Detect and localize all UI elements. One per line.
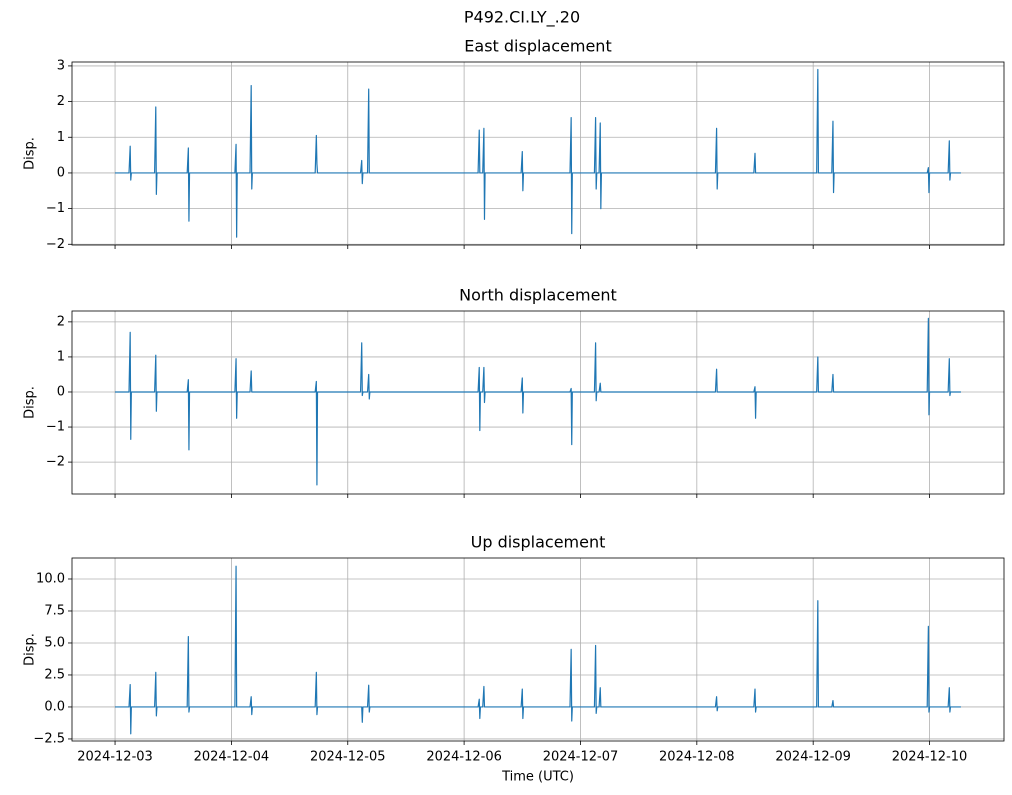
y-tick-label: −2.5 bbox=[33, 731, 65, 746]
x-tick-label: 2024-12-04 bbox=[194, 750, 270, 765]
y-axis-label: Disp. bbox=[23, 137, 38, 170]
y-tick-label: −1 bbox=[46, 420, 65, 435]
y-tick-label: 2.5 bbox=[44, 667, 65, 682]
y-axis-label: Disp. bbox=[23, 633, 38, 666]
x-tick-label: 2024-12-09 bbox=[775, 750, 851, 765]
data-line bbox=[115, 317, 961, 486]
plot-frame bbox=[71, 310, 1005, 495]
y-tick-label: 2 bbox=[57, 94, 65, 109]
subplot-title: East displacement bbox=[464, 37, 611, 56]
y-tick-label: 0 bbox=[57, 384, 65, 399]
x-tick-label: 2024-12-07 bbox=[543, 750, 619, 765]
y-tick-label: 0 bbox=[57, 165, 65, 180]
y-tick-label: 10.0 bbox=[36, 571, 65, 586]
y-tick-label: −1 bbox=[46, 201, 65, 216]
x-tick-label: 2024-12-08 bbox=[659, 750, 735, 765]
x-tick-label: 2024-12-03 bbox=[77, 750, 153, 765]
plot-frame bbox=[71, 557, 1005, 742]
y-tick-label: 3 bbox=[57, 58, 65, 73]
y-tick-label: 0.0 bbox=[44, 699, 65, 714]
y-axis-label: Disp. bbox=[23, 386, 38, 419]
y-tick-label: 7.5 bbox=[44, 603, 65, 618]
y-tick-label: −2 bbox=[46, 237, 65, 252]
data-line bbox=[115, 565, 961, 735]
y-tick-label: 5.0 bbox=[44, 635, 65, 650]
y-tick-label: 1 bbox=[57, 130, 65, 145]
subplot-title: North displacement bbox=[459, 286, 617, 305]
y-tick-label: 2 bbox=[57, 314, 65, 329]
figure-title: P492.CI.LY_.20 bbox=[464, 8, 580, 28]
x-tick-label: 2024-12-06 bbox=[426, 750, 502, 765]
x-tick-label: 2024-12-05 bbox=[310, 750, 386, 765]
y-tick-label: 1 bbox=[57, 349, 65, 364]
data-line bbox=[115, 68, 961, 238]
plot-frame bbox=[71, 61, 1005, 246]
x-tick-label: 2024-12-10 bbox=[892, 750, 968, 765]
x-axis-label: Time (UTC) bbox=[501, 770, 574, 785]
subplot-title: Up displacement bbox=[471, 533, 606, 552]
y-tick-label: −2 bbox=[46, 455, 65, 470]
